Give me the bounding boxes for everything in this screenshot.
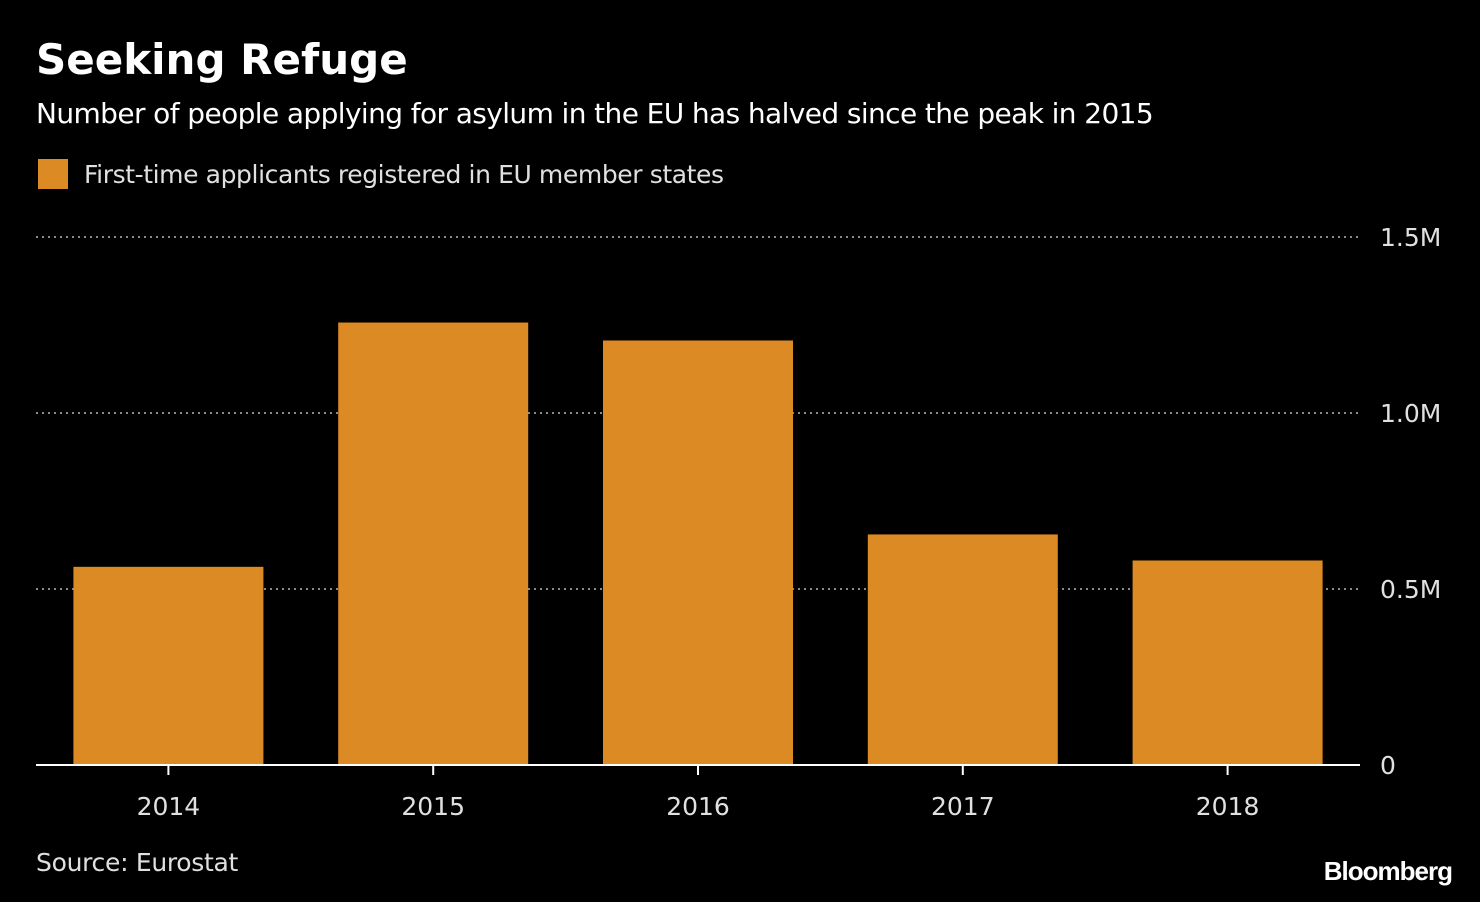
y-tick-label: 1.5M [1380,223,1441,252]
x-tick-label: 2018 [1196,792,1260,821]
chart-title: Seeking Refuge [36,35,408,84]
y-tick-label: 0 [1380,751,1396,780]
bloomberg-logo: Bloomberg [1323,856,1453,886]
x-tick-label: 2017 [931,792,995,821]
bar [1132,560,1323,765]
bar [867,534,1058,765]
x-tick-label: 2014 [137,792,201,821]
source-note: Source: Eurostat [36,848,239,877]
y-tick-label: 0.5M [1380,575,1441,604]
legend-label: First-time applicants registered in EU m… [84,159,724,189]
legend-swatch [38,159,68,189]
x-tick-label: 2015 [401,792,465,821]
bar [338,322,529,765]
bar [73,566,264,765]
chart-subtitle: Number of people applying for asylum in … [36,97,1154,130]
legend: First-time applicants registered in EU m… [38,157,724,191]
y-tick-label: 1.0M [1380,399,1441,428]
x-tick-label: 2016 [666,792,730,821]
bar [603,340,793,765]
